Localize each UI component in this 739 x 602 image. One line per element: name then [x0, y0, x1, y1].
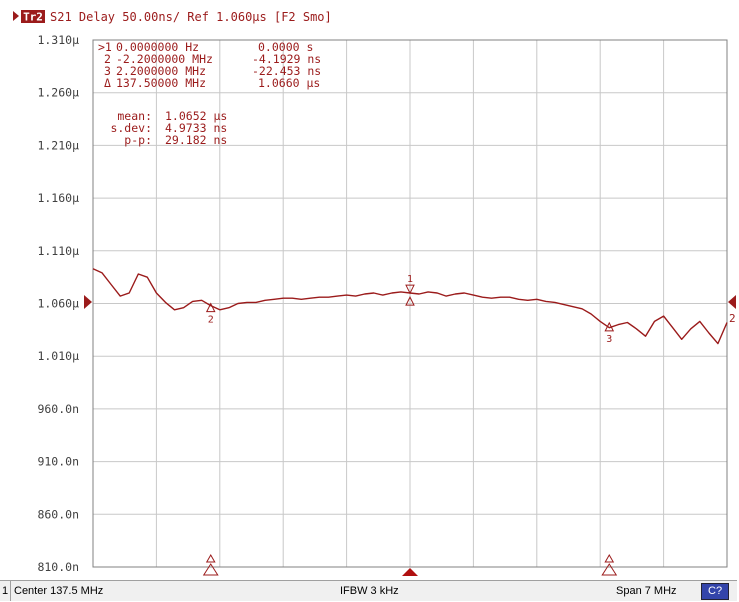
marker-label: 3 [606, 334, 612, 345]
y-tick-label: 860.0n [37, 507, 79, 521]
y-tick-label: 960.0n [37, 402, 79, 416]
marker-freq: -2.2000000 MHz [116, 52, 213, 66]
active-marker-triangle-icon [402, 568, 418, 576]
y-tick-label: 1.160µ [37, 191, 79, 205]
y-tick-label: 810.0n [37, 560, 79, 574]
span-setting[interactable]: Span 7 MHz [616, 585, 677, 597]
marker-large-triangle-icon [601, 563, 618, 576]
trace-active-arrow-icon [13, 11, 19, 21]
marker-id: Δ [104, 76, 111, 90]
marker-small-triangle-icon [205, 553, 216, 563]
marker-3-bottom-indicator[interactable] [601, 553, 618, 576]
y-tick-label: 1.310µ [37, 33, 79, 47]
marker-value: -22.453 ns [252, 64, 321, 78]
marker-layer: 1 2 3 [202, 274, 618, 576]
trace-title: S21 Delay 50.00ns/ Ref 1.060µs [F2 Smo] [50, 10, 332, 24]
plot-frame [92, 39, 728, 568]
right-edge-trace-label: 2 [729, 312, 736, 325]
reference-level-right-arrow-icon[interactable] [728, 295, 736, 309]
marker-freq: 0.0000000 Hz [116, 40, 199, 54]
y-tick-label: 1.110µ [37, 244, 79, 258]
marker-up-triangle-icon [205, 302, 216, 313]
marker-label: 2 [208, 315, 214, 326]
trace-header[interactable]: Tr2 S21 Delay 50.00ns/ Ref 1.060µs [F2 S… [13, 10, 332, 24]
status-bar: 1 Center 137.5 MHz IFBW 3 kHz Span 7 MHz… [0, 580, 737, 601]
marker-down-triangle-icon [405, 284, 415, 295]
y-tick-label: 1.060µ [37, 297, 79, 311]
marker-3[interactable]: 3 [604, 321, 615, 345]
marker-id: 3 [104, 64, 111, 78]
stat-value: 4.9733 ns [165, 121, 227, 135]
stat-label: mean: [117, 109, 152, 123]
marker-small-triangle-icon [604, 553, 615, 563]
stat-value: 29.182 ns [165, 133, 227, 147]
center-frequency[interactable]: Center 137.5 MHz [14, 585, 104, 597]
marker-id: >1 [98, 40, 112, 54]
trace-badge: Tr2 [23, 11, 43, 24]
reference-level-left-arrow-icon[interactable] [84, 295, 92, 309]
marker-table: >1 0.0000000 Hz 0.0000 s 2 -2.2000000 MH… [98, 40, 321, 90]
marker-label: 1 [407, 274, 413, 285]
stat-label: s.dev: [110, 121, 152, 135]
marker-up-triangle-icon [604, 321, 615, 332]
y-tick-label: 1.260µ [37, 86, 79, 100]
marker-value: 1.0660 µs [258, 76, 320, 90]
marker-1-bottom-indicator[interactable] [402, 568, 418, 576]
plot-grid [93, 40, 727, 567]
marker-large-triangle-icon [202, 563, 219, 576]
marker-2-bottom-indicator[interactable] [202, 553, 219, 576]
channel-indicator[interactable]: 1 [0, 581, 11, 601]
stat-value: 1.0652 µs [165, 109, 227, 123]
y-tick-labels: 1.310µ 1.260µ 1.210µ 1.160µ 1.110µ 1.060µ 1.01… [37, 33, 79, 574]
marker-freq: 2.2000000 MHz [116, 64, 206, 78]
marker-freq: 137.50000 MHz [116, 76, 206, 90]
trace-badge-bg [21, 10, 45, 23]
y-tick-label: 910.0n [37, 455, 79, 469]
marker-up-triangle-icon [405, 296, 415, 306]
ifbw-setting[interactable]: IFBW 3 kHz [340, 585, 399, 597]
y-tick-label: 1.210µ [37, 138, 79, 152]
stat-label: p-p: [124, 133, 152, 147]
marker-id: 2 [104, 52, 111, 66]
statistics-panel: mean: 1.0652 µs s.dev: 4.9733 ns p-p: 29… [110, 109, 227, 147]
marker-2[interactable]: 2 [205, 302, 216, 326]
marker-1[interactable]: 1 [405, 274, 415, 306]
marker-value: 0.0000 s [258, 40, 313, 54]
marker-value: -4.1929 ns [252, 52, 321, 66]
y-tick-label: 1.010µ [37, 349, 79, 363]
calibration-status[interactable]: C? [701, 583, 730, 600]
